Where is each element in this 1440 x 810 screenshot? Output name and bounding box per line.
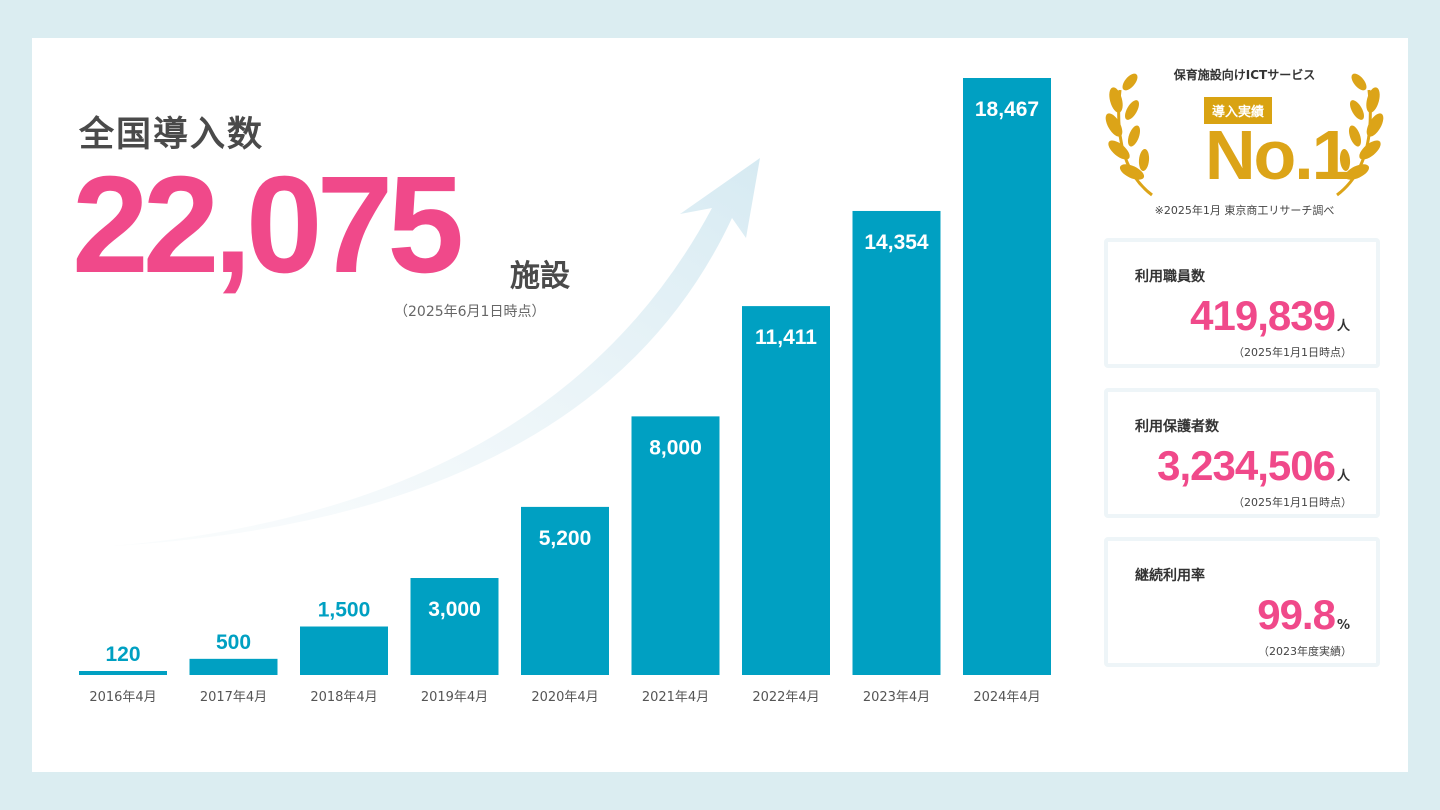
x-tick-label: 2019年4月 (421, 690, 488, 705)
stat-unit: % (1336, 618, 1350, 633)
bar-value-label: 5,200 (539, 527, 592, 550)
bar-5 (631, 416, 720, 675)
bar-value-label: 11,411 (755, 326, 817, 349)
x-tick-label: 2017年4月 (200, 690, 267, 705)
x-tick-label: 2023年4月 (863, 690, 930, 705)
bar-7 (852, 210, 941, 676)
bar-3 (410, 578, 499, 675)
stat-label: 継続利用率 (1135, 568, 1205, 584)
award-badge: 導入実績 (1204, 97, 1273, 124)
x-tick-label: 2024年4月 (973, 690, 1040, 705)
bar-value-label: 8,000 (649, 436, 702, 459)
bar-2 (300, 626, 388, 675)
x-tick-label: 2020年4月 (531, 690, 598, 705)
x-tick-label: 2018年4月 (310, 690, 377, 705)
growth-arrow-icon (112, 158, 760, 546)
stat-value: 99.8 (1257, 591, 1336, 638)
total-as-of-date: （2025年6月1日時点） (394, 304, 546, 320)
x-tick-label: 2016年4月 (89, 690, 156, 705)
stat-unit: 人 (1336, 319, 1350, 334)
stat-note: （2025年1月1日時点） (1233, 496, 1352, 509)
bar-1 (189, 658, 278, 675)
stat-label: 利用保護者数 (1135, 419, 1219, 435)
laurel-left-icon (1105, 73, 1153, 197)
stat-card-staff: 利用職員数 419,839 人 （2025年1月1日時点） (1104, 238, 1380, 368)
total-facilities-unit: 施設 (510, 259, 570, 294)
x-tick-label: 2021年4月 (642, 690, 709, 705)
bar-8 (963, 78, 1051, 675)
award-category: 保育施設向けICTサービス (1173, 68, 1316, 82)
stat-card-guardians: 利用保護者数 3,234,506 人 （2025年1月1日時点） (1104, 388, 1380, 518)
bar-value-label: 1,500 (318, 599, 371, 622)
page-title: 全国導入数 (79, 115, 265, 155)
stat-card-retention: 継続利用率 99.8% （2023年度実績） (1104, 537, 1380, 667)
stat-unit: 人 (1336, 469, 1350, 484)
award-rank: No.1 (1205, 116, 1351, 194)
stat-value: 419,839 (1190, 292, 1336, 339)
stat-label: 利用職員数 (1135, 269, 1205, 285)
laurel-right-icon (1336, 73, 1384, 197)
bar-value-label: 120 (105, 643, 140, 666)
award-emblem: 保育施設向けICTサービス 導入実績 No.1 ※2025年1月 東京商工リサー… (1102, 60, 1387, 238)
bar-chart: 120 2016年4月 500 2017年4月 1,500 2018年4月 3,000 201… (79, 78, 1051, 705)
x-tick-label: 2022年4月 (752, 690, 819, 705)
bar-value-label: 18,467 (975, 98, 1039, 121)
stat-note: （2025年1月1日時点） (1233, 346, 1352, 359)
bar-0 (79, 671, 167, 675)
bar-6 (742, 306, 830, 675)
award-source-note: ※2025年1月 東京商工リサーチ調べ (1154, 204, 1335, 217)
bar-value-label: 500 (216, 631, 251, 654)
total-facilities-value: 22,075 (72, 148, 464, 302)
content-card: 全国導入数 22,075 施設 （2025年6月1日時点） 120 2016年4月… (32, 38, 1408, 772)
bar-value-label: 3,000 (428, 598, 481, 621)
bar-4 (521, 506, 609, 675)
bar-value-label: 14,354 (864, 231, 929, 254)
stat-value: 3,234,506 (1157, 442, 1336, 489)
stat-note: （2023年度実績） (1258, 645, 1352, 658)
